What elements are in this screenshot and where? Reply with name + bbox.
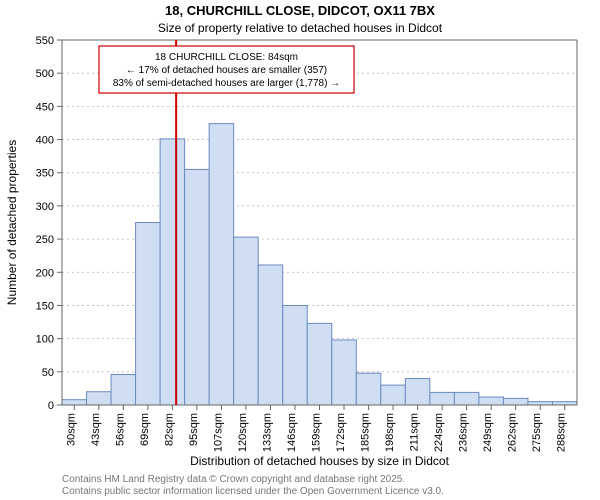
bar — [87, 392, 112, 405]
y-tick-label: 50 — [42, 367, 54, 379]
x-tick-label: 185sqm — [360, 413, 372, 452]
y-tick-label: 450 — [36, 101, 54, 113]
title-main: 18, CHURCHILL CLOSE, DIDCOT, OX11 7BX — [165, 3, 435, 18]
bar — [307, 323, 332, 405]
x-tick-label: 95sqm — [188, 413, 200, 446]
bar — [209, 124, 234, 405]
x-tick-label: 275sqm — [531, 413, 543, 452]
bar — [136, 223, 161, 406]
bar — [405, 378, 430, 405]
x-tick-label: 43sqm — [90, 413, 102, 446]
bar — [283, 305, 308, 405]
x-tick-label: 288sqm — [556, 413, 568, 452]
footer-line-2: Contains public sector information licen… — [62, 486, 444, 497]
bar — [62, 400, 87, 405]
y-tick-label: 350 — [36, 168, 54, 180]
x-tick-label: 236sqm — [458, 413, 470, 452]
bar — [111, 374, 136, 405]
y-axis-label: Number of detached properties — [5, 140, 19, 305]
y-tick-label: 250 — [36, 234, 54, 246]
y-tick-label: 300 — [36, 201, 54, 213]
annotation-line: ← 17% of detached houses are smaller (35… — [126, 65, 327, 76]
title-sub: Size of property relative to detached ho… — [158, 21, 443, 35]
bar — [430, 392, 455, 405]
footer-line-1: Contains HM Land Registry data © Crown c… — [62, 474, 405, 485]
x-tick-label: 107sqm — [212, 413, 224, 452]
y-tick-label: 100 — [36, 334, 54, 346]
x-tick-label: 120sqm — [237, 413, 249, 452]
bar — [185, 169, 210, 405]
y-tick-label: 550 — [36, 35, 54, 47]
x-tick-label: 133sqm — [261, 413, 273, 452]
chart-container: 0 50 100 150 200 250 300 350 400 450 500 550 30sqm 43… — [0, 0, 600, 500]
y-tick-label: 200 — [36, 267, 54, 279]
x-tick-label: 262sqm — [507, 413, 519, 452]
bar — [234, 237, 259, 405]
annotation-line: 83% of semi-detached houses are larger (… — [113, 78, 340, 89]
x-axis-label: Distribution of detached houses by size … — [190, 454, 449, 468]
bar — [454, 392, 479, 405]
bar — [332, 340, 357, 405]
bar — [258, 265, 283, 405]
y-tick-label: 0 — [48, 400, 54, 412]
bar — [503, 398, 528, 405]
x-tick-label: 249sqm — [482, 413, 494, 452]
x-tick-label: 56sqm — [114, 413, 126, 446]
annotation-line: 18 CHURCHILL CLOSE: 84sqm — [155, 52, 298, 63]
y-tick-label: 150 — [36, 300, 54, 312]
x-tick-label: 224sqm — [433, 413, 445, 452]
x-tick-label: 69sqm — [139, 413, 151, 446]
x-tick-label: 30sqm — [65, 413, 77, 446]
y-tick-label: 400 — [36, 135, 54, 147]
x-tick-label: 198sqm — [384, 413, 396, 452]
bar — [381, 385, 406, 405]
bar — [356, 373, 381, 405]
x-tick-label: 211sqm — [409, 413, 421, 451]
x-tick-label: 146sqm — [286, 413, 298, 452]
bar — [479, 397, 504, 405]
y-tick-label: 500 — [36, 68, 54, 80]
x-tick-label: 82sqm — [163, 413, 175, 446]
x-tick-label: 159sqm — [311, 413, 323, 452]
bar — [160, 139, 185, 405]
x-tick-label: 172sqm — [335, 413, 347, 452]
